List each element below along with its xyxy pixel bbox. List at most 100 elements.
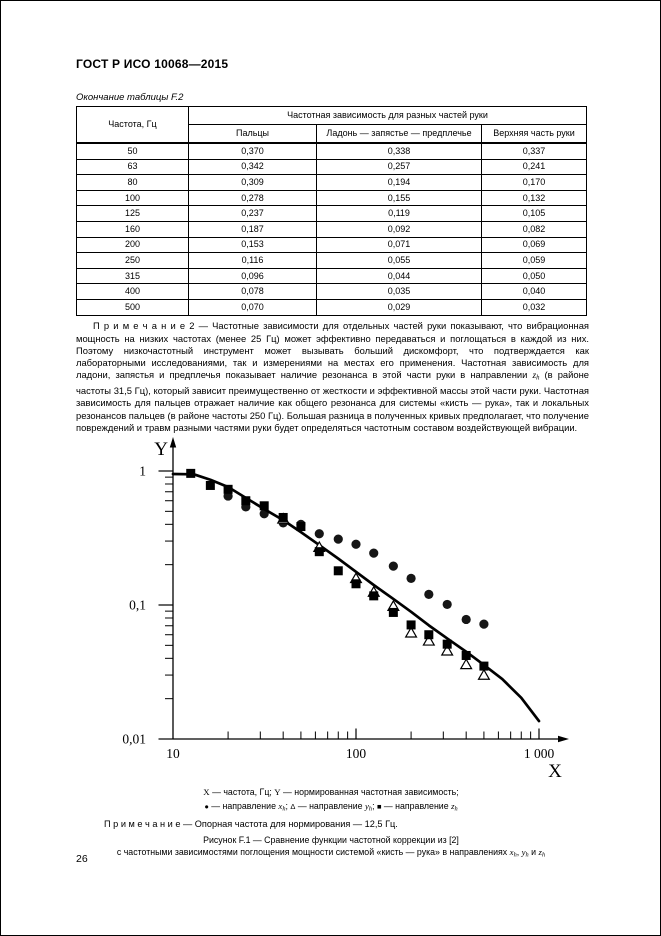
x-tick-label: 1 000 (524, 746, 555, 761)
table-cell: 0,187 (188, 220, 317, 238)
data-point-zh (406, 620, 416, 630)
text-segment: h (282, 805, 286, 813)
data-point-zh (461, 650, 471, 660)
y-tick-label: 0,01 (122, 732, 146, 747)
data-point-yh (477, 668, 491, 680)
data-point-zh (186, 468, 196, 478)
table-header: Частота, Гц Частотная зависимость для ра… (76, 106, 588, 144)
text-segment: — направление (381, 801, 452, 811)
page-number: 26 (76, 853, 88, 865)
text-segment: — частота, Гц; (209, 787, 275, 797)
table-cell: 0,116 (188, 252, 317, 269)
table-row: 160 0,187 0,092 0,082 (76, 220, 588, 238)
table-row: 63 0,342 0,257 0,241 (76, 158, 588, 176)
data-point-xh (406, 573, 416, 583)
table-cell: 160 (76, 220, 189, 238)
figure-f1-chart: 1 0,1 0,01 10 100 1 000 Y X (122, 437, 569, 782)
column-group-header: Частотная зависимость для разных частей … (187, 106, 588, 125)
text-segment: П р и м е ч а н и е 2 — Частотные зависи… (76, 320, 589, 381)
column-header-fingers: Пальцы (188, 124, 317, 144)
table-cell: 0,237 (188, 205, 317, 222)
table-cell: 0,241 (480, 158, 588, 176)
data-point-yh (440, 644, 454, 656)
table-cell: 0,370 (188, 142, 317, 160)
text-segment: x (509, 847, 514, 858)
column-header-frequency: Частота, Гц (76, 106, 189, 144)
x-tick-label: 100 (346, 746, 367, 761)
text-segment: x (278, 801, 283, 811)
text-segment: h (454, 805, 458, 813)
data-point-zh (351, 579, 361, 589)
table-cell: 0,035 (316, 283, 482, 300)
text-segment: — направление (208, 801, 279, 811)
data-point-zh (278, 512, 288, 522)
data-point-zh (259, 501, 269, 511)
data-point-xh (351, 539, 361, 549)
table-row: 50 0,370 0,338 0,337 (76, 142, 588, 160)
data-point-zh (223, 484, 233, 494)
table-cell: 100 (76, 189, 189, 207)
table-cell: 0,132 (480, 189, 588, 207)
table-row: 80 0,309 0,194 0,170 (76, 174, 588, 191)
text-segment: y (364, 801, 369, 811)
table-cell: 0,309 (188, 174, 317, 191)
y-tick-label: 1 (139, 464, 146, 479)
table-cell: 0,032 (480, 298, 588, 316)
table-cell: 0,105 (480, 205, 588, 222)
table-cell: 0,257 (316, 158, 482, 176)
figure-note: П р и м е ч а н и е — Опорная частота дл… (104, 819, 398, 830)
standard-code: ГОСТ Р ИСО 10068—2015 (76, 57, 229, 71)
table-header-row-2: Пальцы Ладонь — запястье — предплечье Ве… (77, 124, 588, 144)
text-segment: ; (372, 801, 377, 811)
data-point-yh (404, 626, 418, 638)
text-segment: и (528, 847, 539, 858)
text-segment: Δ (290, 802, 296, 811)
table-cell: 0,059 (480, 252, 588, 269)
data-point-zh (296, 522, 306, 532)
table-cell: 0,082 (480, 220, 588, 238)
text-segment: h (513, 851, 517, 859)
table-cell: 0,078 (188, 283, 317, 300)
table-cell: 80 (76, 174, 189, 191)
text-segment: — нормированная частотная зависимость; (280, 787, 459, 797)
text-segment: h (541, 851, 546, 859)
table-cell: 0,153 (188, 236, 317, 254)
table-cell: 0,337 (480, 142, 588, 160)
table-cell: 0,096 (188, 267, 317, 285)
text-segment: z (538, 847, 542, 858)
table-cell: 0,155 (316, 189, 482, 207)
data-point-zh (241, 496, 251, 506)
data-point-zh (314, 547, 324, 557)
table-row: 125 0,237 0,119 0,105 (76, 205, 588, 222)
table-cell: 0,040 (480, 283, 588, 300)
data-point-yh (459, 658, 473, 670)
text-segment: h (368, 805, 373, 813)
legend-axis-meanings: X — частота, Гц; Y — нормированная часто… (76, 787, 586, 798)
table-cell: 250 (76, 252, 189, 269)
data-point-zh (333, 566, 343, 576)
table-f2: Частота, Гц Частотная зависимость для ра… (76, 106, 588, 316)
table-row: 400 0,078 0,035 0,040 (76, 283, 588, 300)
table-cell: 400 (76, 283, 189, 300)
text-segment: , (516, 847, 522, 858)
data-point-xh (479, 619, 489, 629)
table-cell: 0,071 (316, 236, 482, 254)
table-cell: 0,119 (316, 205, 482, 222)
data-point-yh (422, 634, 436, 646)
text-segment: y (521, 847, 526, 858)
table-cell: 0,070 (188, 298, 317, 316)
table-body: 50 0,370 0,338 0,337 63 0,342 0,257 0,241 80 0,30… (76, 142, 588, 316)
y-axis-arrow (169, 437, 177, 448)
table-cell: 0,278 (188, 189, 317, 207)
table-row: 250 0,116 0,055 0,059 (76, 252, 588, 269)
legend-symbols: ● — направление xh; Δ — направление yh; … (76, 801, 586, 814)
figure-caption-line2: с частотными зависимостями поглощения мо… (76, 847, 586, 860)
text-segment: z (451, 801, 455, 811)
figure-legend-block: X — частота, Гц; Y — нормированная часто… (76, 787, 586, 861)
text-segment: h (536, 374, 540, 382)
frequency-weighting-curve (171, 472, 541, 723)
table-cell: 0,338 (316, 142, 482, 160)
table-cell: 200 (76, 236, 189, 254)
table-cell: 125 (76, 205, 189, 222)
